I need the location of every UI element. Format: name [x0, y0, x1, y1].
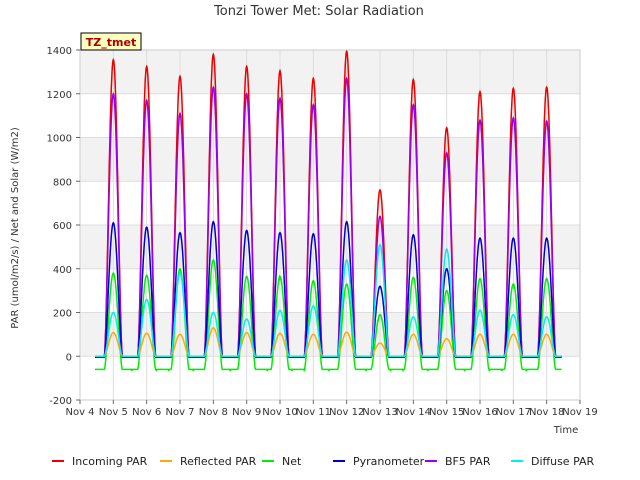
legend-label: Pyranometer — [353, 455, 425, 468]
x-tick-label: Nov 16 — [462, 407, 497, 418]
plot-band — [80, 356, 580, 400]
plot-band — [80, 181, 580, 225]
x-tick-label: Nov 19 — [562, 407, 597, 418]
x-tick-label: Nov 18 — [529, 407, 564, 418]
x-axis-label: Time — [553, 425, 578, 436]
y-axis-ticks: -200 0 200 400 600 800 1000 1200 1400 — [47, 46, 80, 407]
chart-title: Tonzi Tower Met: Solar Radiation — [213, 4, 424, 19]
plot-band — [80, 137, 580, 182]
legend-label: Reflected PAR — [180, 455, 257, 468]
plot-band — [80, 312, 580, 357]
y-tick-label: 1000 — [47, 134, 72, 145]
x-tick-label: Nov 10 — [262, 407, 297, 418]
x-axis-ticks: Nov 4 Nov 5 Nov 6 Nov 7 Nov 8 Nov 9 Nov 10Nov … — [65, 400, 598, 418]
x-tick-label: Nov 12 — [329, 407, 364, 418]
series-line-diffuse-par — [95, 243, 562, 358]
plot-band — [80, 50, 580, 94]
x-tick-label: Nov 13 — [362, 407, 397, 418]
plot-area-background — [80, 50, 580, 400]
series-layer — [95, 49, 562, 372]
x-tick-label: Nov 11 — [296, 407, 331, 418]
plot-band — [80, 268, 580, 313]
legend-label: BF5 PAR — [445, 455, 491, 468]
site-badge: TZ_tmet — [80, 32, 142, 51]
plot-band — [80, 93, 580, 138]
x-tick-label: Nov 14 — [396, 407, 431, 418]
x-tick-label: Nov 5 — [99, 407, 128, 418]
x-tick-label: Nov 8 — [199, 407, 228, 418]
x-tick-label: Nov 7 — [165, 407, 194, 418]
y-tick-label: -200 — [49, 396, 72, 407]
x-tick-label: Nov 9 — [232, 407, 261, 418]
site-badge-box — [80, 32, 142, 51]
x-tick-label: Nov 15 — [429, 407, 464, 418]
legend: Incoming PAR Reflected PAR Net Pyranometer B… — [52, 455, 595, 468]
x-tick-label: Nov 6 — [132, 407, 161, 418]
y-tick-label: 400 — [53, 265, 72, 276]
site-badge-label: TZ_tmet — [86, 36, 136, 49]
legend-label: Net — [282, 455, 302, 468]
plot-band — [80, 225, 580, 269]
legend-label: Incoming PAR — [72, 455, 148, 468]
y-tick-label: 800 — [53, 177, 72, 188]
legend-label: Diffuse PAR — [531, 455, 595, 468]
y-tick-label: 1200 — [47, 90, 72, 101]
y-tick-label: 1400 — [47, 46, 72, 57]
y-tick-label: 600 — [53, 221, 72, 232]
x-tick-label: Nov 17 — [496, 407, 531, 418]
y-tick-label: 200 — [53, 309, 72, 320]
x-tick-label: Nov 4 — [65, 407, 94, 418]
y-tick-label: 0 — [66, 352, 72, 363]
y-axis-label: PAR (umol/m2/s) / Net and Solar (W/m2) — [10, 127, 21, 329]
